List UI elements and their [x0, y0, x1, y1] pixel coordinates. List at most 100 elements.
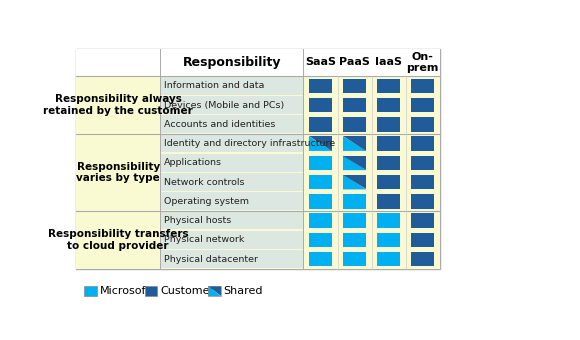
Text: Accounts and identities: Accounts and identities — [164, 120, 276, 129]
Text: Shared: Shared — [224, 286, 263, 296]
FancyBboxPatch shape — [411, 175, 434, 189]
Polygon shape — [343, 175, 366, 189]
FancyBboxPatch shape — [377, 252, 400, 267]
FancyBboxPatch shape — [377, 155, 400, 170]
Text: Responsibility always
retained by the customer: Responsibility always retained by the cu… — [44, 94, 193, 116]
FancyBboxPatch shape — [161, 212, 303, 230]
FancyBboxPatch shape — [372, 212, 405, 230]
FancyBboxPatch shape — [407, 192, 439, 210]
FancyBboxPatch shape — [407, 96, 439, 114]
FancyBboxPatch shape — [309, 98, 332, 113]
FancyBboxPatch shape — [407, 135, 439, 152]
Text: Customer: Customer — [160, 286, 214, 296]
FancyBboxPatch shape — [407, 250, 439, 268]
FancyBboxPatch shape — [309, 175, 332, 189]
FancyBboxPatch shape — [343, 252, 366, 267]
Text: Physical hosts: Physical hosts — [164, 216, 231, 225]
FancyBboxPatch shape — [411, 155, 434, 170]
Polygon shape — [208, 286, 220, 296]
FancyBboxPatch shape — [343, 213, 366, 228]
Text: Network controls: Network controls — [164, 177, 244, 187]
FancyBboxPatch shape — [309, 233, 332, 247]
Polygon shape — [208, 286, 220, 296]
FancyBboxPatch shape — [338, 96, 371, 114]
FancyBboxPatch shape — [161, 77, 303, 95]
FancyBboxPatch shape — [411, 252, 434, 267]
FancyBboxPatch shape — [372, 116, 405, 133]
FancyBboxPatch shape — [304, 135, 337, 152]
FancyBboxPatch shape — [411, 136, 434, 151]
FancyBboxPatch shape — [304, 96, 337, 114]
FancyBboxPatch shape — [309, 117, 332, 132]
Polygon shape — [343, 155, 366, 170]
FancyBboxPatch shape — [372, 231, 405, 249]
Text: PaaS: PaaS — [339, 57, 370, 67]
FancyBboxPatch shape — [338, 212, 371, 230]
Text: Physical network: Physical network — [164, 235, 244, 244]
Text: Applications: Applications — [164, 158, 222, 167]
FancyBboxPatch shape — [338, 231, 371, 249]
FancyBboxPatch shape — [304, 231, 337, 249]
FancyBboxPatch shape — [377, 233, 400, 247]
FancyBboxPatch shape — [338, 250, 371, 268]
Text: Operating system: Operating system — [164, 197, 249, 206]
FancyBboxPatch shape — [161, 154, 303, 172]
FancyBboxPatch shape — [343, 233, 366, 247]
FancyBboxPatch shape — [77, 49, 440, 76]
FancyBboxPatch shape — [411, 79, 434, 93]
FancyBboxPatch shape — [338, 192, 371, 210]
FancyBboxPatch shape — [77, 211, 440, 269]
FancyBboxPatch shape — [372, 192, 405, 210]
FancyBboxPatch shape — [309, 213, 332, 228]
FancyBboxPatch shape — [161, 96, 303, 114]
FancyBboxPatch shape — [304, 192, 337, 210]
FancyBboxPatch shape — [161, 116, 303, 133]
FancyBboxPatch shape — [343, 79, 366, 93]
FancyBboxPatch shape — [411, 233, 434, 247]
FancyBboxPatch shape — [309, 194, 332, 209]
Text: Identity and directory infrastructure: Identity and directory infrastructure — [164, 139, 335, 148]
Text: Devices (Mobile and PCs): Devices (Mobile and PCs) — [164, 101, 284, 109]
FancyBboxPatch shape — [377, 175, 400, 189]
FancyBboxPatch shape — [411, 98, 434, 113]
FancyBboxPatch shape — [144, 286, 157, 296]
FancyBboxPatch shape — [338, 135, 371, 152]
Polygon shape — [309, 136, 332, 151]
FancyBboxPatch shape — [309, 155, 332, 170]
FancyBboxPatch shape — [343, 117, 366, 132]
FancyBboxPatch shape — [304, 77, 337, 95]
FancyBboxPatch shape — [411, 213, 434, 228]
FancyBboxPatch shape — [377, 136, 400, 151]
Polygon shape — [343, 155, 366, 170]
Text: SaaS: SaaS — [305, 57, 336, 67]
FancyBboxPatch shape — [407, 154, 439, 172]
FancyBboxPatch shape — [161, 250, 303, 268]
FancyBboxPatch shape — [372, 135, 405, 152]
FancyBboxPatch shape — [372, 250, 405, 268]
FancyBboxPatch shape — [304, 250, 337, 268]
FancyBboxPatch shape — [411, 117, 434, 132]
FancyBboxPatch shape — [77, 134, 440, 211]
FancyBboxPatch shape — [407, 212, 439, 230]
FancyBboxPatch shape — [161, 192, 303, 210]
FancyBboxPatch shape — [377, 117, 400, 132]
FancyBboxPatch shape — [377, 194, 400, 209]
FancyBboxPatch shape — [407, 231, 439, 249]
FancyBboxPatch shape — [77, 49, 440, 269]
Text: Microsoft: Microsoft — [100, 286, 150, 296]
FancyBboxPatch shape — [338, 77, 371, 95]
FancyBboxPatch shape — [372, 96, 405, 114]
Text: On-
prem: On- prem — [407, 52, 439, 73]
Text: Physical datacenter: Physical datacenter — [164, 255, 258, 264]
FancyBboxPatch shape — [338, 154, 371, 172]
FancyBboxPatch shape — [304, 212, 337, 230]
Polygon shape — [309, 136, 332, 151]
FancyBboxPatch shape — [309, 79, 332, 93]
FancyBboxPatch shape — [377, 79, 400, 93]
FancyBboxPatch shape — [407, 77, 439, 95]
FancyBboxPatch shape — [338, 116, 371, 133]
Text: Responsibility: Responsibility — [183, 56, 281, 69]
FancyBboxPatch shape — [309, 252, 332, 267]
FancyBboxPatch shape — [411, 194, 434, 209]
FancyBboxPatch shape — [372, 154, 405, 172]
